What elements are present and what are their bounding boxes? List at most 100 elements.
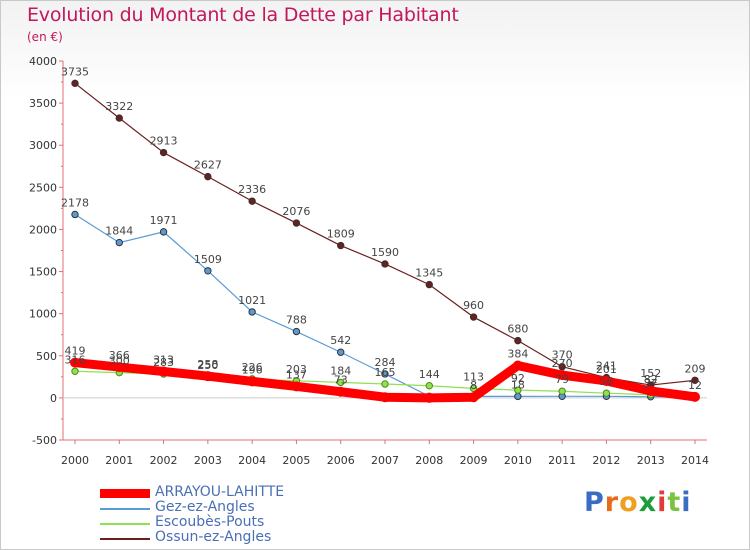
- y-tick-label: 2500: [29, 181, 57, 194]
- data-point-3: [204, 172, 212, 181]
- data-point-3: [558, 363, 566, 371]
- y-tick-label: 3000: [29, 139, 57, 152]
- y-tick-label: 1500: [29, 266, 57, 279]
- x-tick-label: 2004: [238, 454, 266, 467]
- data-label: 144: [419, 368, 440, 381]
- y-tick-label: 0: [50, 392, 57, 405]
- data-label: 137: [286, 368, 307, 381]
- data-point-0: [380, 392, 390, 403]
- data-label: 788: [286, 314, 307, 327]
- data-point-0: [158, 366, 169, 377]
- chart-title: Evolution du Montant de la Dette par Hab…: [27, 4, 459, 26]
- data-point-2: [337, 378, 345, 387]
- x-tick-label: 2011: [548, 454, 576, 467]
- legend-label: Ossun-ez-Angles: [155, 529, 272, 545]
- logo-letter: r: [604, 487, 620, 518]
- data-label: 1590: [371, 246, 399, 259]
- legend-swatch: [100, 489, 150, 498]
- data-point-0: [335, 386, 346, 397]
- data-label: 284: [375, 356, 396, 369]
- logo-letter: P: [584, 487, 605, 518]
- x-tick-label: 2012: [592, 454, 620, 467]
- data-label: 384: [507, 348, 528, 361]
- data-point-0: [291, 381, 302, 392]
- series-line-3: [74, 82, 696, 386]
- data-label: 542: [330, 334, 351, 347]
- logo-letter: i: [681, 487, 692, 518]
- x-tick-label: 2010: [504, 454, 532, 467]
- x-tick-label: 2001: [105, 454, 133, 467]
- data-label: 1509: [194, 253, 222, 266]
- data-point-3: [514, 336, 522, 345]
- data-point-3: [159, 148, 168, 157]
- legend-label: Gez-ez-Angles: [155, 499, 255, 515]
- data-point-2: [469, 384, 478, 393]
- legend-label: ARRAYOU-LAHITTE: [155, 484, 285, 500]
- legend-swatch: [100, 508, 150, 510]
- data-label: 1971: [150, 214, 178, 227]
- data-point-0: [468, 392, 479, 403]
- logo-letter: t: [667, 487, 682, 518]
- data-point-3: [381, 260, 389, 268]
- x-tick-label: 2006: [327, 454, 355, 467]
- data-label: 270: [552, 357, 573, 370]
- logo-letter: o: [619, 487, 639, 518]
- data-label: 258: [197, 358, 218, 371]
- data-point-3: [425, 280, 433, 289]
- data-point-0: [114, 362, 125, 373]
- data-point-1: [337, 348, 345, 356]
- data-point-1: [292, 327, 301, 336]
- data-point-1: [115, 238, 123, 247]
- data-label: 680: [507, 323, 528, 336]
- x-tick-label: 2003: [194, 454, 222, 467]
- data-label: 1844: [105, 225, 133, 238]
- data-label: 1345: [415, 267, 443, 280]
- data-point-1: [159, 228, 168, 236]
- data-point-2: [602, 389, 611, 397]
- data-label: 226: [242, 361, 263, 374]
- data-point-0: [645, 385, 656, 396]
- data-label: 82: [644, 373, 658, 386]
- data-label: 12: [688, 379, 702, 392]
- logo-letter: i: [657, 487, 668, 518]
- x-tick-label: 2008: [415, 454, 443, 467]
- data-point-3: [691, 376, 699, 384]
- data-point-3: [71, 79, 79, 88]
- data-point-3: [248, 197, 256, 205]
- data-label: 56: [599, 375, 613, 388]
- data-point-1: [514, 392, 522, 401]
- x-tick-label: 2000: [61, 454, 89, 467]
- x-tick-label: 2007: [371, 454, 399, 467]
- data-point-0: [424, 392, 435, 403]
- data-label: 2336: [238, 183, 266, 196]
- data-label: 184: [330, 364, 351, 377]
- data-label: 203: [286, 363, 307, 376]
- data-label: 1809: [327, 228, 355, 241]
- data-point-1: [204, 267, 212, 275]
- x-tick-label: 2002: [150, 454, 178, 467]
- data-point-2: [558, 387, 566, 395]
- legend-swatch: [100, 523, 150, 525]
- data-point-1: [381, 370, 389, 378]
- data-point-3: [292, 219, 301, 227]
- data-label: 2913: [150, 135, 178, 148]
- chart-subtitle: (en €): [27, 30, 63, 44]
- data-point-0: [601, 375, 612, 386]
- data-point-2: [381, 380, 389, 388]
- legend-label: Escoubès-Pouts: [155, 514, 265, 530]
- x-tick-label: 2005: [282, 454, 310, 467]
- data-point-2: [425, 382, 433, 390]
- data-point-0: [70, 357, 80, 368]
- data-label: 209: [685, 362, 706, 375]
- data-label: 152: [640, 367, 661, 380]
- data-label: 366: [109, 349, 130, 362]
- data-label: 2178: [61, 196, 89, 209]
- data-label: 313: [153, 354, 174, 367]
- y-tick-label: 4000: [29, 55, 57, 68]
- data-point-1: [71, 210, 79, 219]
- data-label: 2076: [282, 205, 310, 218]
- logo-letter: x: [638, 487, 658, 518]
- y-tick-label: 2000: [29, 223, 57, 236]
- data-label: 960: [463, 299, 484, 312]
- data-label: 316: [65, 353, 86, 366]
